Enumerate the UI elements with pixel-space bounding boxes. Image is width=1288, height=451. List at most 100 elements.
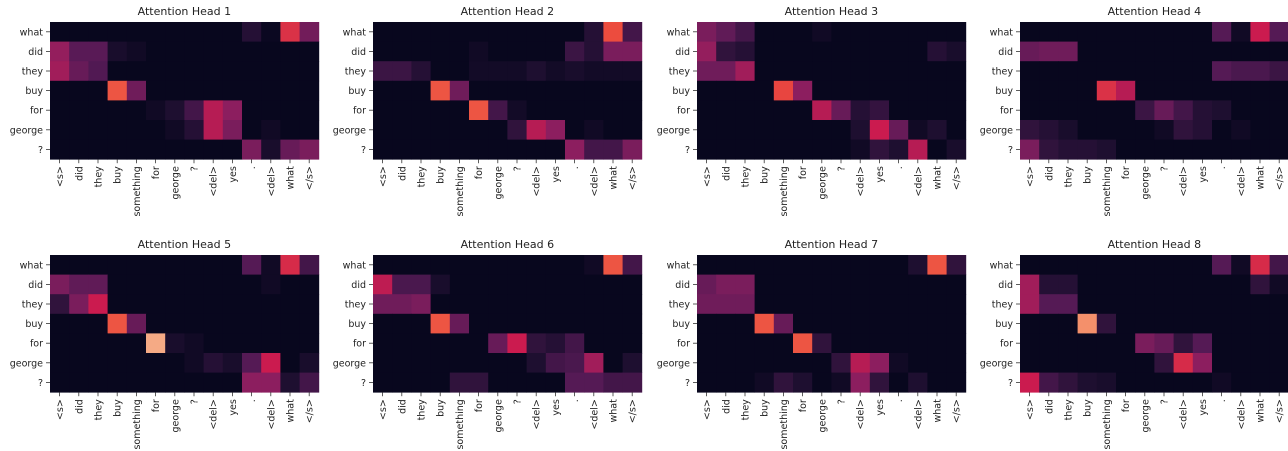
heatmap-cell <box>507 120 527 140</box>
y-tick-label: ? <box>38 145 43 156</box>
heatmap-cell <box>735 61 755 82</box>
heatmap-cell <box>1231 80 1251 101</box>
heatmap-cell <box>107 61 128 82</box>
x-tick-label: <del> <box>856 166 867 196</box>
heatmap-cell <box>946 41 967 62</box>
heatmap-cell <box>716 80 736 101</box>
heatmap-cell <box>392 41 412 62</box>
heatmap-cell <box>50 100 70 121</box>
heatmap-cell <box>107 274 128 295</box>
y-tick-label: they <box>992 300 1014 311</box>
heatmap-cell <box>526 61 547 82</box>
heatmap-cell <box>603 353 623 373</box>
heatmap-cell <box>1154 274 1174 295</box>
heatmap-cell <box>165 61 185 82</box>
heatmap-cell <box>430 255 451 275</box>
heatmap-cell <box>449 294 470 315</box>
heatmap-cell <box>793 333 813 354</box>
heatmap-cell <box>488 61 508 82</box>
heatmap-cell <box>946 100 967 121</box>
x-tick-label: . <box>570 399 581 402</box>
heatmap-cell <box>107 120 128 140</box>
heatmap-cell <box>1192 61 1213 82</box>
heatmap-cell <box>373 372 393 393</box>
x-tick-label: </s> <box>305 399 316 423</box>
heatmap-cell <box>203 313 224 334</box>
y-tick-label: they <box>669 300 691 311</box>
heatmap-cell <box>1231 139 1251 160</box>
heatmap-cell <box>812 274 832 295</box>
heatmap-cell <box>812 353 832 373</box>
heatmap-cell <box>889 22 909 42</box>
heatmap-cell <box>565 61 585 82</box>
heatmap-cell <box>603 372 623 393</box>
heatmap-cell <box>69 333 89 354</box>
heatmap-cell <box>50 274 70 295</box>
heatmap-cell <box>1250 255 1270 275</box>
heatmap-cell <box>261 41 281 62</box>
y-tick-label: they <box>669 67 691 78</box>
heatmap-cell <box>392 294 412 315</box>
heatmap-cell <box>754 61 775 82</box>
heatmap-cell <box>793 41 813 62</box>
heatmap-cell <box>50 372 70 393</box>
heatmap-cell <box>1020 61 1040 82</box>
heatmap-cell <box>373 294 393 315</box>
y-tick-label: george <box>980 358 1013 369</box>
heatmap-cell <box>222 41 243 62</box>
heatmap-cell <box>1192 372 1213 393</box>
heatmap-cell <box>754 22 775 42</box>
x-tick-label: for <box>1121 166 1132 179</box>
x-tick-label: buy <box>436 166 447 184</box>
heatmap-cell <box>507 372 527 393</box>
heatmap-cell <box>584 255 604 275</box>
y-tick-label: did <box>998 280 1013 291</box>
heatmap-cell <box>812 372 832 393</box>
heatmap-cell <box>716 294 736 315</box>
heatmap-cell <box>735 274 755 295</box>
heatmap-cell <box>242 313 262 334</box>
heatmap-cell <box>1135 294 1155 315</box>
heatmap-cell <box>1192 274 1213 295</box>
heatmap-cell <box>1154 294 1174 315</box>
heatmap-cell <box>1192 294 1213 315</box>
heatmap-cell <box>773 372 794 393</box>
heatmap-cell <box>1192 333 1213 354</box>
heatmap-cell <box>889 120 909 140</box>
heatmap-cell <box>1077 80 1098 101</box>
heatmap-cell <box>1039 274 1059 295</box>
heatmap-cell <box>735 120 755 140</box>
heatmap-cell <box>449 274 470 295</box>
heatmap-cell <box>716 353 736 373</box>
heatmap-cell <box>565 274 585 295</box>
heatmap-cell <box>1135 120 1155 140</box>
y-tick-label: ? <box>38 378 43 389</box>
heatmap-cell <box>261 80 281 101</box>
heatmap-cell <box>754 353 775 373</box>
heatmap-cell <box>242 41 262 62</box>
x-tick-label: something <box>455 399 466 449</box>
heatmap-cell <box>261 274 281 295</box>
heatmap-cell <box>869 274 890 295</box>
heatmap-cell <box>449 61 470 82</box>
heatmap-cell <box>793 120 813 140</box>
heatmap-cell <box>584 372 604 393</box>
x-tick-label: ? <box>190 399 201 404</box>
heatmap-cells <box>697 255 967 393</box>
heatmap-cell <box>622 333 643 354</box>
heatmap-cell <box>603 61 623 82</box>
heatmap-cell <box>1039 333 1059 354</box>
heatmap-cell <box>107 139 128 160</box>
panel-title: Attention Head 1 <box>138 5 232 18</box>
heatmap-cell <box>1077 372 1098 393</box>
heatmap-cell <box>716 372 736 393</box>
heatmap-cell <box>1096 22 1117 42</box>
heatmap-cell <box>793 61 813 82</box>
heatmap-cell <box>545 41 566 62</box>
heatmap-cell <box>622 41 643 62</box>
heatmap-cells <box>50 22 320 160</box>
heatmap-cell <box>908 120 928 140</box>
heatmap-cell <box>165 372 185 393</box>
heatmap-cell <box>1039 372 1059 393</box>
heatmap-cell <box>411 22 431 42</box>
